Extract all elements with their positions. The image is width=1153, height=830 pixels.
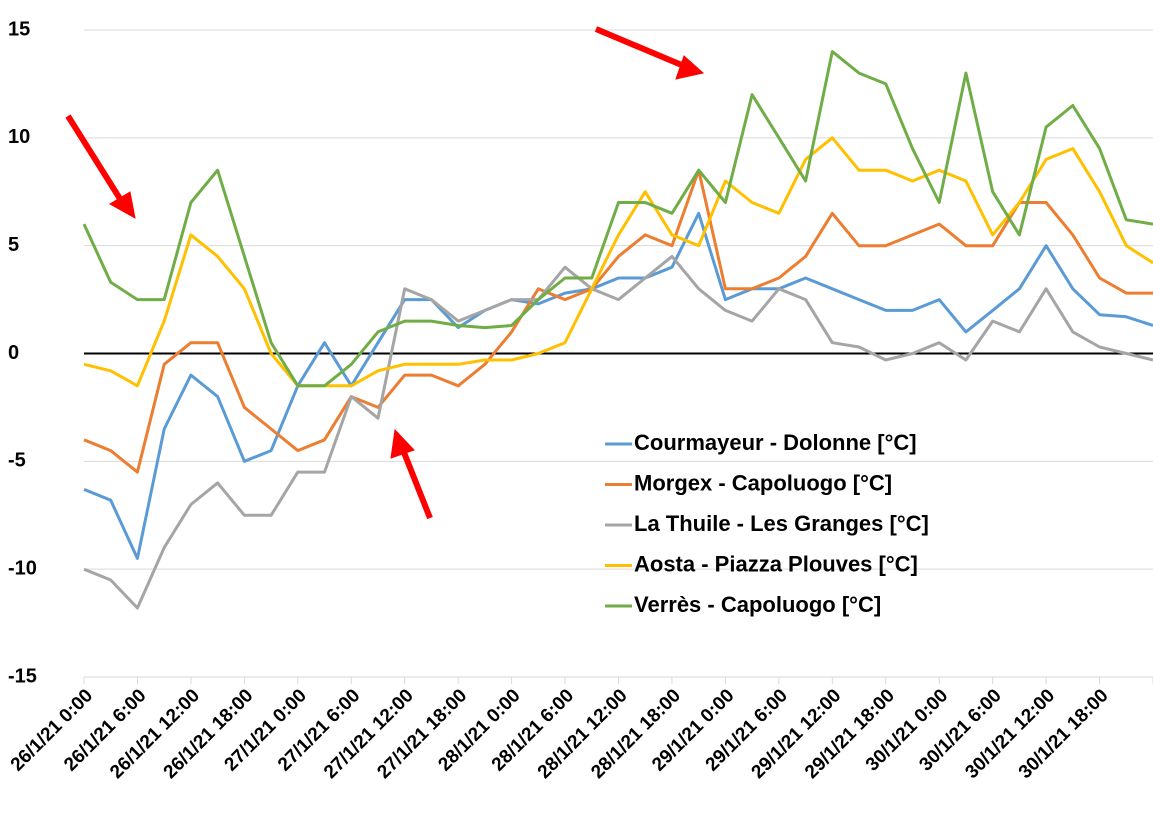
legend-label: Aosta - Piazza Plouves [°C] [634, 551, 918, 576]
arrow-head [675, 55, 705, 80]
series-line [83, 254, 1153, 610]
y-tick-label: 0 [8, 342, 19, 364]
y-tick-label: 5 [8, 234, 19, 256]
legend-label: Morgex - Capoluogo [°C] [634, 470, 892, 495]
y-tick-label: -10 [8, 557, 37, 579]
series-line [82, 50, 1153, 388]
arrow [65, 114, 125, 204]
arrow-head [109, 191, 136, 219]
arrow [400, 448, 433, 520]
legend-label: Courmayeur - Dolonne [°C] [634, 430, 917, 455]
series-line [83, 136, 1153, 388]
y-tick-label: 10 [8, 126, 30, 148]
annotation-arrows [65, 26, 705, 520]
y-tick-label: -5 [8, 450, 26, 472]
legend-label: Verrès - Capoluogo [°C] [634, 592, 881, 617]
arrow [594, 26, 686, 69]
y-tick-label: -15 [8, 665, 37, 687]
series-line [83, 211, 1153, 560]
y-tick-label: 15 [8, 18, 30, 40]
series-line [83, 168, 1153, 474]
arrow-head [390, 428, 415, 459]
legend-label: La Thuile - Les Granges [°C] [634, 511, 929, 536]
